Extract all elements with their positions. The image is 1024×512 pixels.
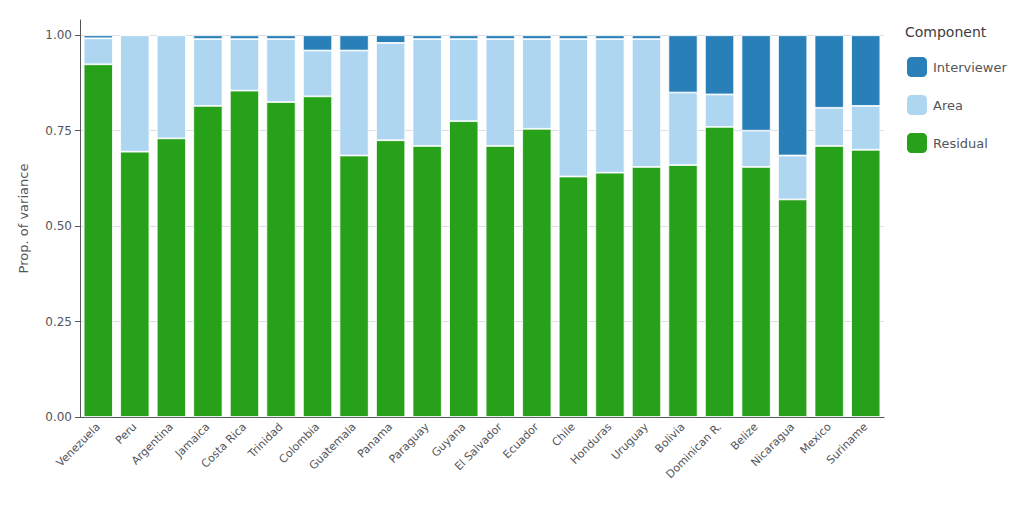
svg-text:Component: Component xyxy=(905,24,987,40)
svg-text:El Salvador: El Salvador xyxy=(452,420,505,473)
svg-text:Paraguay: Paraguay xyxy=(386,420,432,466)
svg-text:0.00: 0.00 xyxy=(45,410,72,424)
svg-text:Prop. of variance: Prop. of variance xyxy=(16,164,31,274)
svg-text:Jamaica: Jamaica xyxy=(172,420,213,461)
svg-text:0.25: 0.25 xyxy=(45,315,72,329)
svg-text:Belize: Belize xyxy=(728,420,761,453)
svg-text:Nicaragua: Nicaragua xyxy=(748,420,797,469)
svg-text:Bolivia: Bolivia xyxy=(652,420,687,455)
svg-text:Interviewer: Interviewer xyxy=(933,60,1007,75)
svg-text:Honduras: Honduras xyxy=(568,420,615,467)
svg-text:Dominican R.: Dominican R. xyxy=(663,420,724,481)
svg-text:Panama: Panama xyxy=(354,420,396,461)
svg-text:Venezuela: Venezuela xyxy=(54,420,103,469)
svg-text:Costa Rica: Costa Rica xyxy=(199,420,249,470)
svg-text:Guatemala: Guatemala xyxy=(307,420,359,472)
svg-text:Residual: Residual xyxy=(933,136,988,151)
svg-text:Colombia: Colombia xyxy=(276,420,323,467)
svg-text:Area: Area xyxy=(933,98,963,113)
svg-text:Trinidad: Trinidad xyxy=(245,420,286,461)
svg-text:Suriname: Suriname xyxy=(824,420,871,467)
svg-text:0.50: 0.50 xyxy=(45,219,72,233)
svg-text:1.00: 1.00 xyxy=(45,28,72,42)
svg-text:0.75: 0.75 xyxy=(45,124,72,138)
svg-text:Uruguay: Uruguay xyxy=(609,420,652,463)
svg-text:Ecuador: Ecuador xyxy=(500,420,541,461)
svg-text:Mexico: Mexico xyxy=(797,420,834,457)
svg-text:Peru: Peru xyxy=(113,420,139,446)
svg-text:Guyana: Guyana xyxy=(429,420,469,460)
svg-text:Argentina: Argentina xyxy=(129,420,176,467)
svg-text:Chile: Chile xyxy=(549,420,578,449)
